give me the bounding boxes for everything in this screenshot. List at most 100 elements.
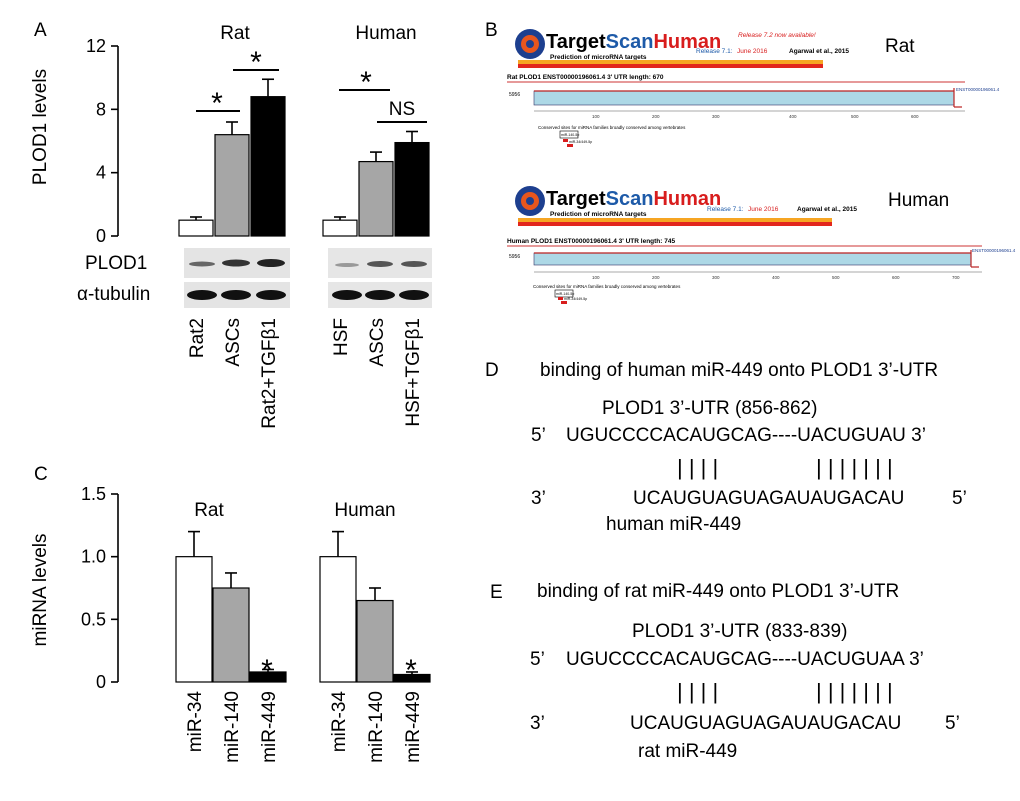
sig-star-rat-2: *: [250, 46, 262, 79]
panel-d-top-seq: UGUCCCCACAUGCAG----UACUGUAU 3’: [566, 425, 926, 446]
svg-text:500: 500: [832, 275, 840, 280]
ts-rat-species: Rat: [885, 36, 915, 57]
ts-human-conserved: Conserved sites for miRNA families broad…: [533, 284, 681, 289]
svg-text:TargetScanHuman: TargetScanHuman: [546, 188, 721, 210]
svg-text:300: 300: [712, 275, 720, 280]
panel-c-sig-star-rat: *: [261, 654, 273, 687]
svg-text:500: 500: [851, 114, 859, 119]
panel-d-bottom-end: 5’: [952, 488, 967, 509]
y-tick-label: 1.0: [81, 547, 106, 567]
ts-rat-release: Release 7.1:: [696, 48, 733, 55]
panel-d-bottom-seq: UCAUGUAGUAGAUAUGACAU: [633, 488, 904, 509]
category-label: miR-34: [329, 691, 350, 753]
category-label: miR-449: [259, 691, 280, 763]
y-tick-label: 0.5: [81, 609, 106, 629]
ts-human-species: Human: [888, 190, 949, 211]
ts-rat-gene-line: Rat PLOD1 ENST00000196061.4 3' UTR lengt…: [507, 74, 664, 81]
ts-rat-sub: Prediction of microRNA targets: [550, 54, 647, 61]
targetscan-rat: TargetScanHuman Prediction of microRNA t…: [507, 29, 1000, 147]
ts-human-target: Target: [546, 188, 606, 210]
panel-label-b: B: [485, 20, 498, 41]
bar-human-2: [394, 141, 430, 237]
bar-rat-1: [212, 587, 250, 683]
ts-human-human: Human: [653, 188, 721, 210]
y-tick-label: 0: [96, 226, 106, 246]
ts-human-utr-bar: [533, 252, 972, 266]
panel-a-ylabel: PLOD1 levels: [30, 69, 51, 185]
blot-label-plod1: PLOD1: [85, 253, 147, 274]
western-blot-tubulin: [184, 282, 432, 308]
category-label: miR-34: [185, 691, 206, 753]
panel-label-e: E: [490, 582, 503, 603]
panel-c-group-rat: Rat: [194, 500, 224, 521]
panel-e-bars: | | | | | | | | | | |: [677, 679, 893, 704]
bar-human-1: [358, 160, 394, 237]
panel-e-three-prime: 3’: [530, 713, 545, 734]
y-tick-label: 12: [86, 36, 106, 56]
ts-rat-axis-start: 5956: [509, 92, 520, 98]
panel-a-significance: * * * NS: [196, 46, 427, 123]
svg-text:600: 600: [911, 114, 919, 119]
panel-d-title: binding of human miR-449 onto PLOD1 3’-U…: [540, 360, 938, 381]
ts-rat-conserved: Conserved sites for miRNA families broad…: [538, 125, 686, 130]
ts-rat-site1: miR-140-5p: [561, 133, 579, 137]
svg-text:TargetScanHuman: TargetScanHuman: [546, 31, 721, 53]
panel-c-sig-star-human: *: [405, 654, 417, 687]
panel-e-bottom-seq: UCAUGUAGUAGAUAUGACAU: [630, 713, 901, 734]
bar-human-2: [393, 673, 431, 683]
bar-rat-2: [249, 671, 287, 683]
y-tick-label: 1.5: [81, 484, 106, 504]
svg-text:100: 100: [592, 114, 600, 119]
ts-human-gene-line: Human PLOD1 ENST00000196061.4 3' UTR len…: [507, 238, 675, 245]
ts-human-transcript: ENST00000196061.4: [972, 248, 1016, 253]
svg-text:700: 700: [952, 275, 960, 280]
bar-rat-1: [214, 134, 250, 237]
ts-rat-human: Human: [653, 31, 721, 53]
bar-rat-0: [178, 219, 214, 237]
panel-e-five-prime: 5’: [530, 649, 545, 670]
category-label: HSF: [331, 318, 352, 356]
ts-rat-citation: Agarwal et al., 2015: [789, 48, 849, 55]
svg-text:600: 600: [892, 275, 900, 280]
panel-c-group-human: Human: [334, 500, 395, 521]
svg-text:400: 400: [789, 114, 797, 119]
svg-text:200: 200: [652, 114, 660, 119]
bar-human-0: [322, 219, 358, 237]
y-tick-label: 8: [96, 99, 106, 119]
panel-c-y-axis: 0 0.5 1.0 1.5: [81, 484, 119, 692]
panel-e-title: binding of rat miR-449 onto PLOD1 3’-UTR: [537, 581, 899, 602]
panel-label-c: C: [34, 464, 48, 485]
ts-rat-target: Target: [546, 31, 606, 53]
panel-label-d: D: [485, 360, 499, 381]
y-tick-label: 4: [96, 163, 106, 183]
bar-human-1: [356, 599, 394, 683]
y-tick-label: 0: [96, 672, 106, 692]
category-label: ASCs: [223, 318, 244, 367]
ts-human-release: Release 7.1:: [707, 206, 744, 213]
category-label: miR-140: [366, 691, 387, 763]
targetscan-human: TargetScanHuman Prediction of microRNA t…: [507, 186, 1016, 304]
category-label: Rat2+TGFβ1: [259, 318, 280, 429]
panel-a-category-labels: Rat2 ASCs Rat2+TGFβ1 HSF ASCs HSF+TGFβ1: [187, 318, 424, 429]
panel-c-category-labels: miR-34 miR-140 miR-449 miR-34 miR-140 miR-449: [185, 691, 424, 763]
ts-rat-scan: Scan: [606, 31, 654, 53]
sig-star-rat-1: *: [211, 87, 223, 120]
ts-human-citation: Agarwal et al., 2015: [797, 206, 857, 213]
panel-c-ylabel: miRNA levels: [30, 534, 51, 647]
sig-ns-human: NS: [389, 99, 415, 120]
panel-e-utr-label: PLOD1 3’-UTR (833-839): [632, 621, 847, 642]
ts-human-scan: Scan: [606, 188, 654, 210]
bar-rat-0: [175, 556, 213, 683]
svg-text:200: 200: [652, 275, 660, 280]
svg-text:100: 100: [592, 275, 600, 280]
category-label: HSF+TGFβ1: [403, 318, 424, 427]
bar-rat-2: [250, 96, 286, 237]
panel-d-five-prime: 5’: [531, 425, 546, 446]
bar-human-0: [319, 556, 357, 683]
sig-star-human: *: [360, 66, 372, 99]
svg-text:400: 400: [772, 275, 780, 280]
panel-d-mirna-label: human miR-449: [606, 514, 741, 535]
ts-rat-utr-bar: [533, 90, 955, 106]
category-label: miR-140: [222, 691, 243, 763]
